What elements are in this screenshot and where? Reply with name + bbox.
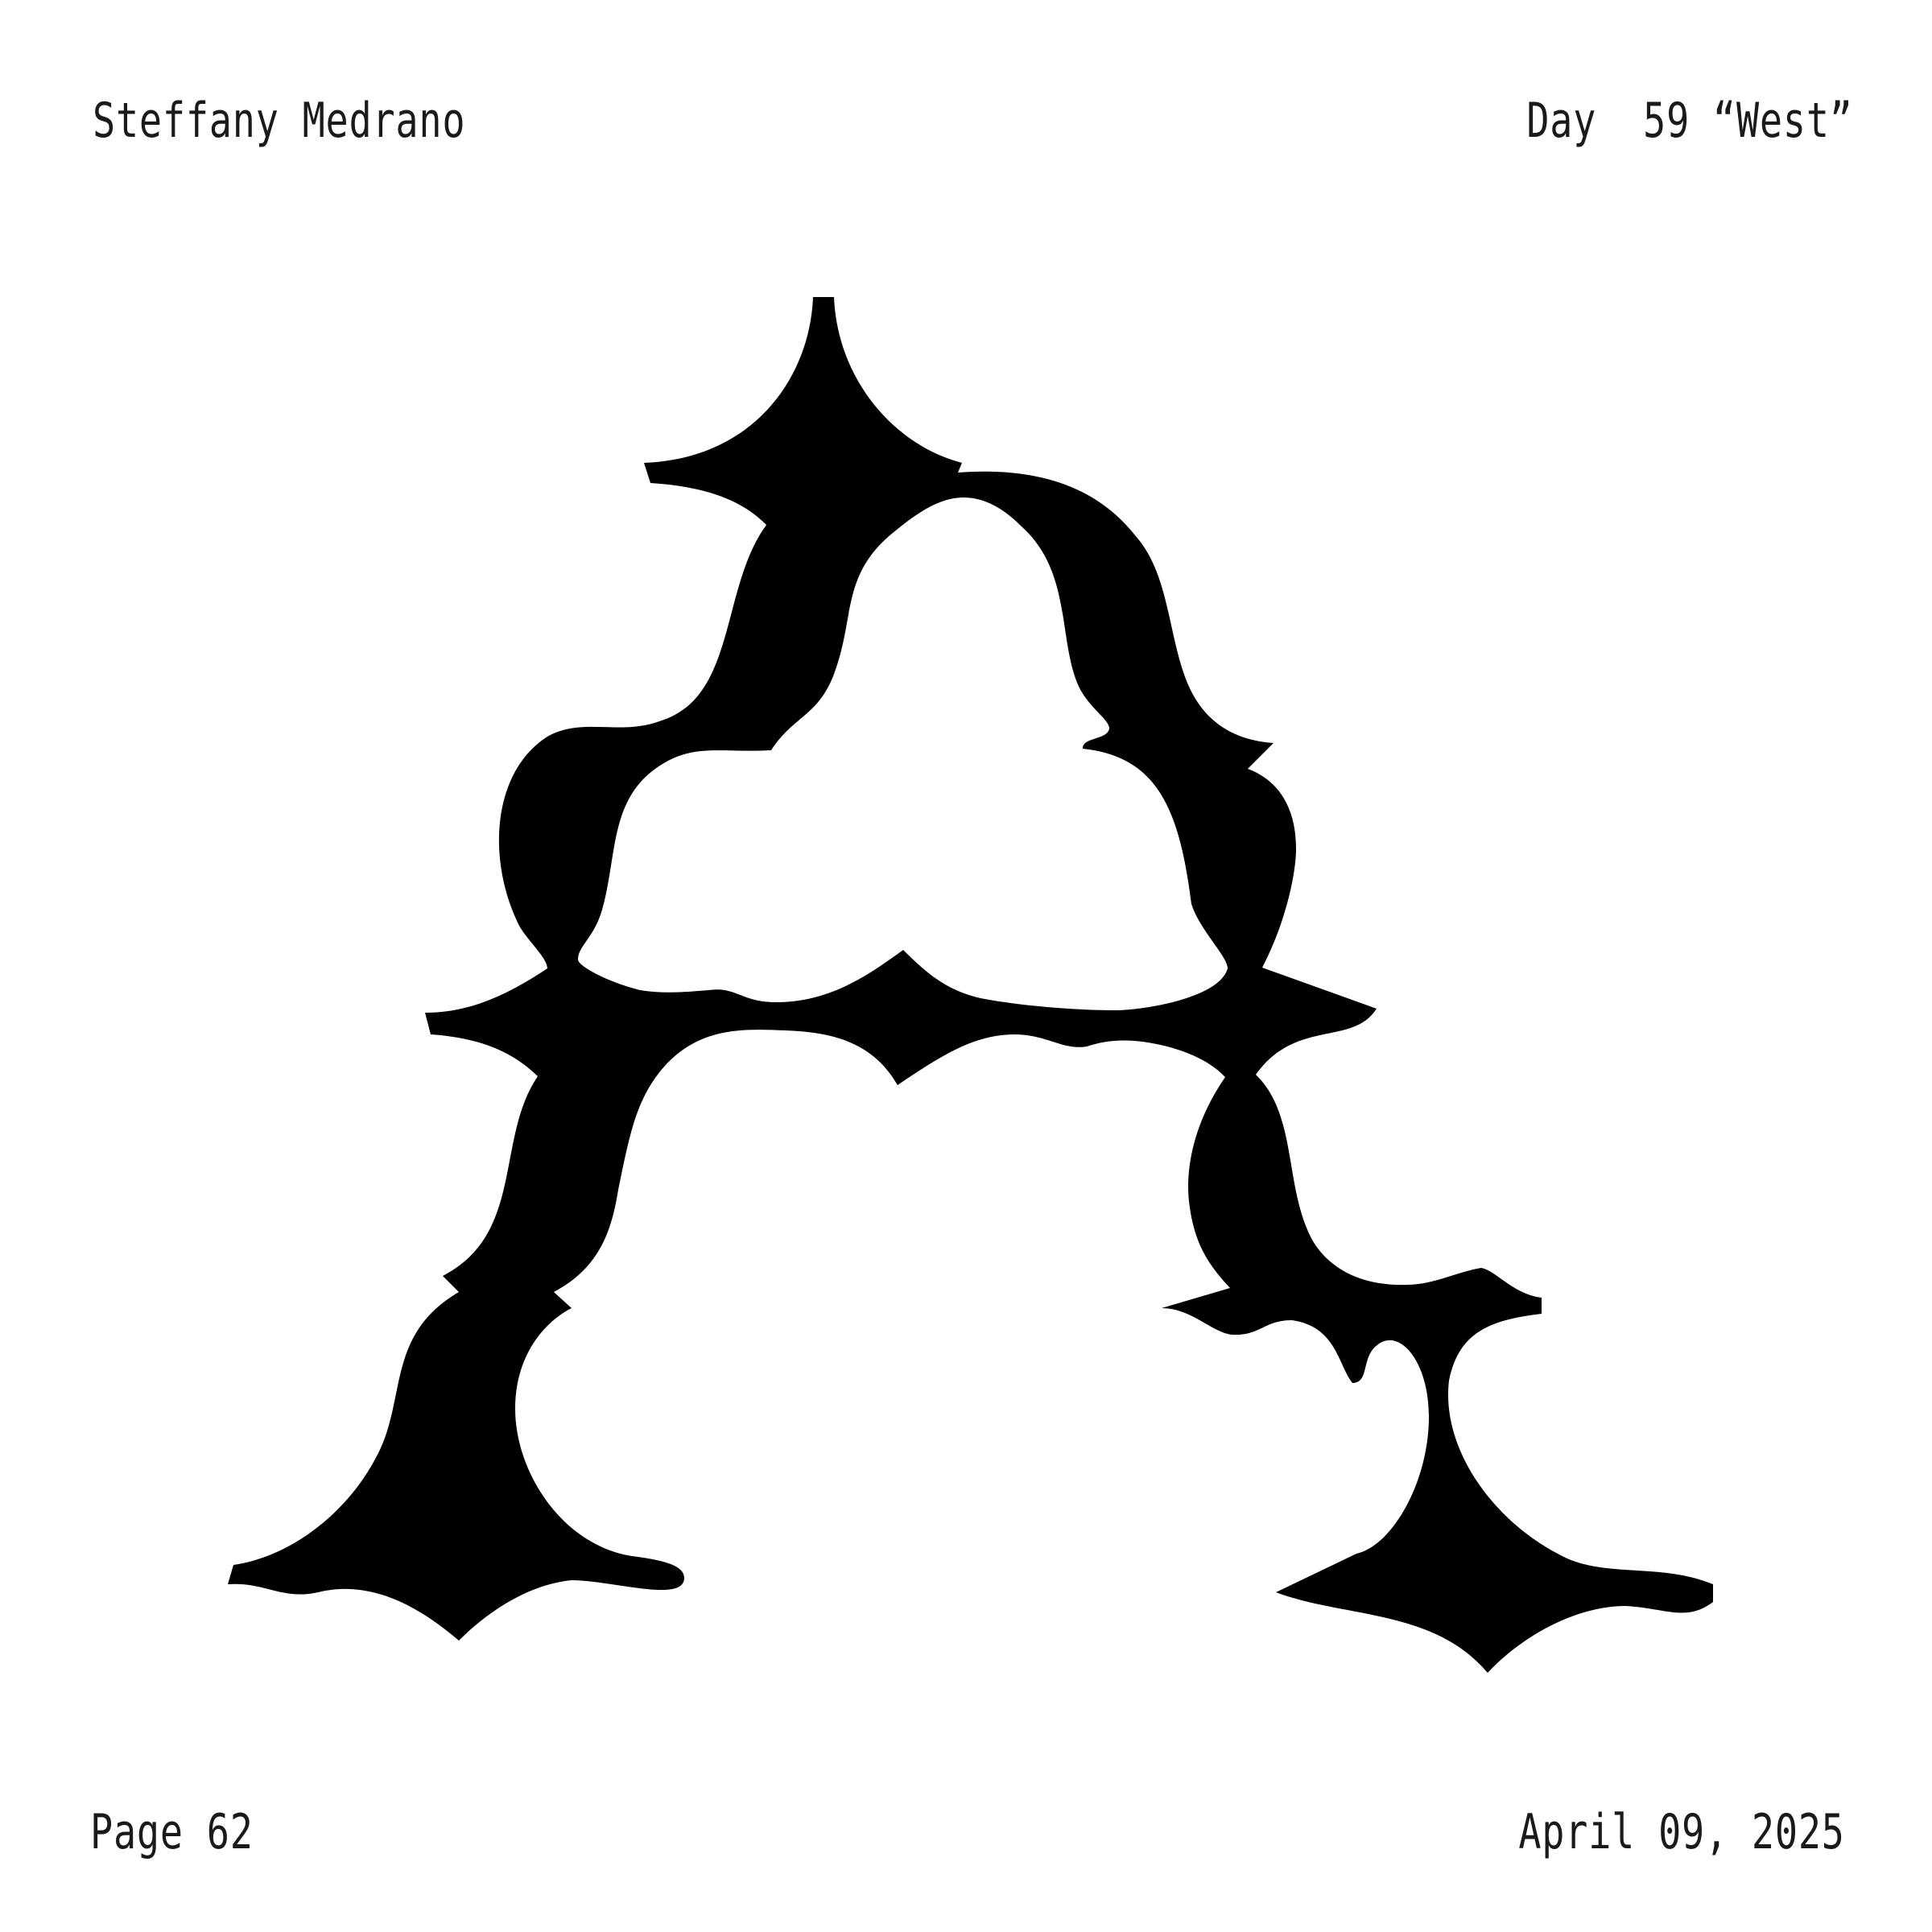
day-title: Day 59 “West” (1526, 93, 1853, 149)
publish-date: April 09, 2025 (1518, 1804, 1845, 1860)
page-number: Page 62 (90, 1804, 254, 1860)
author-name: Steffany Medrano (93, 93, 466, 149)
letter-a-shape (228, 297, 1713, 1673)
